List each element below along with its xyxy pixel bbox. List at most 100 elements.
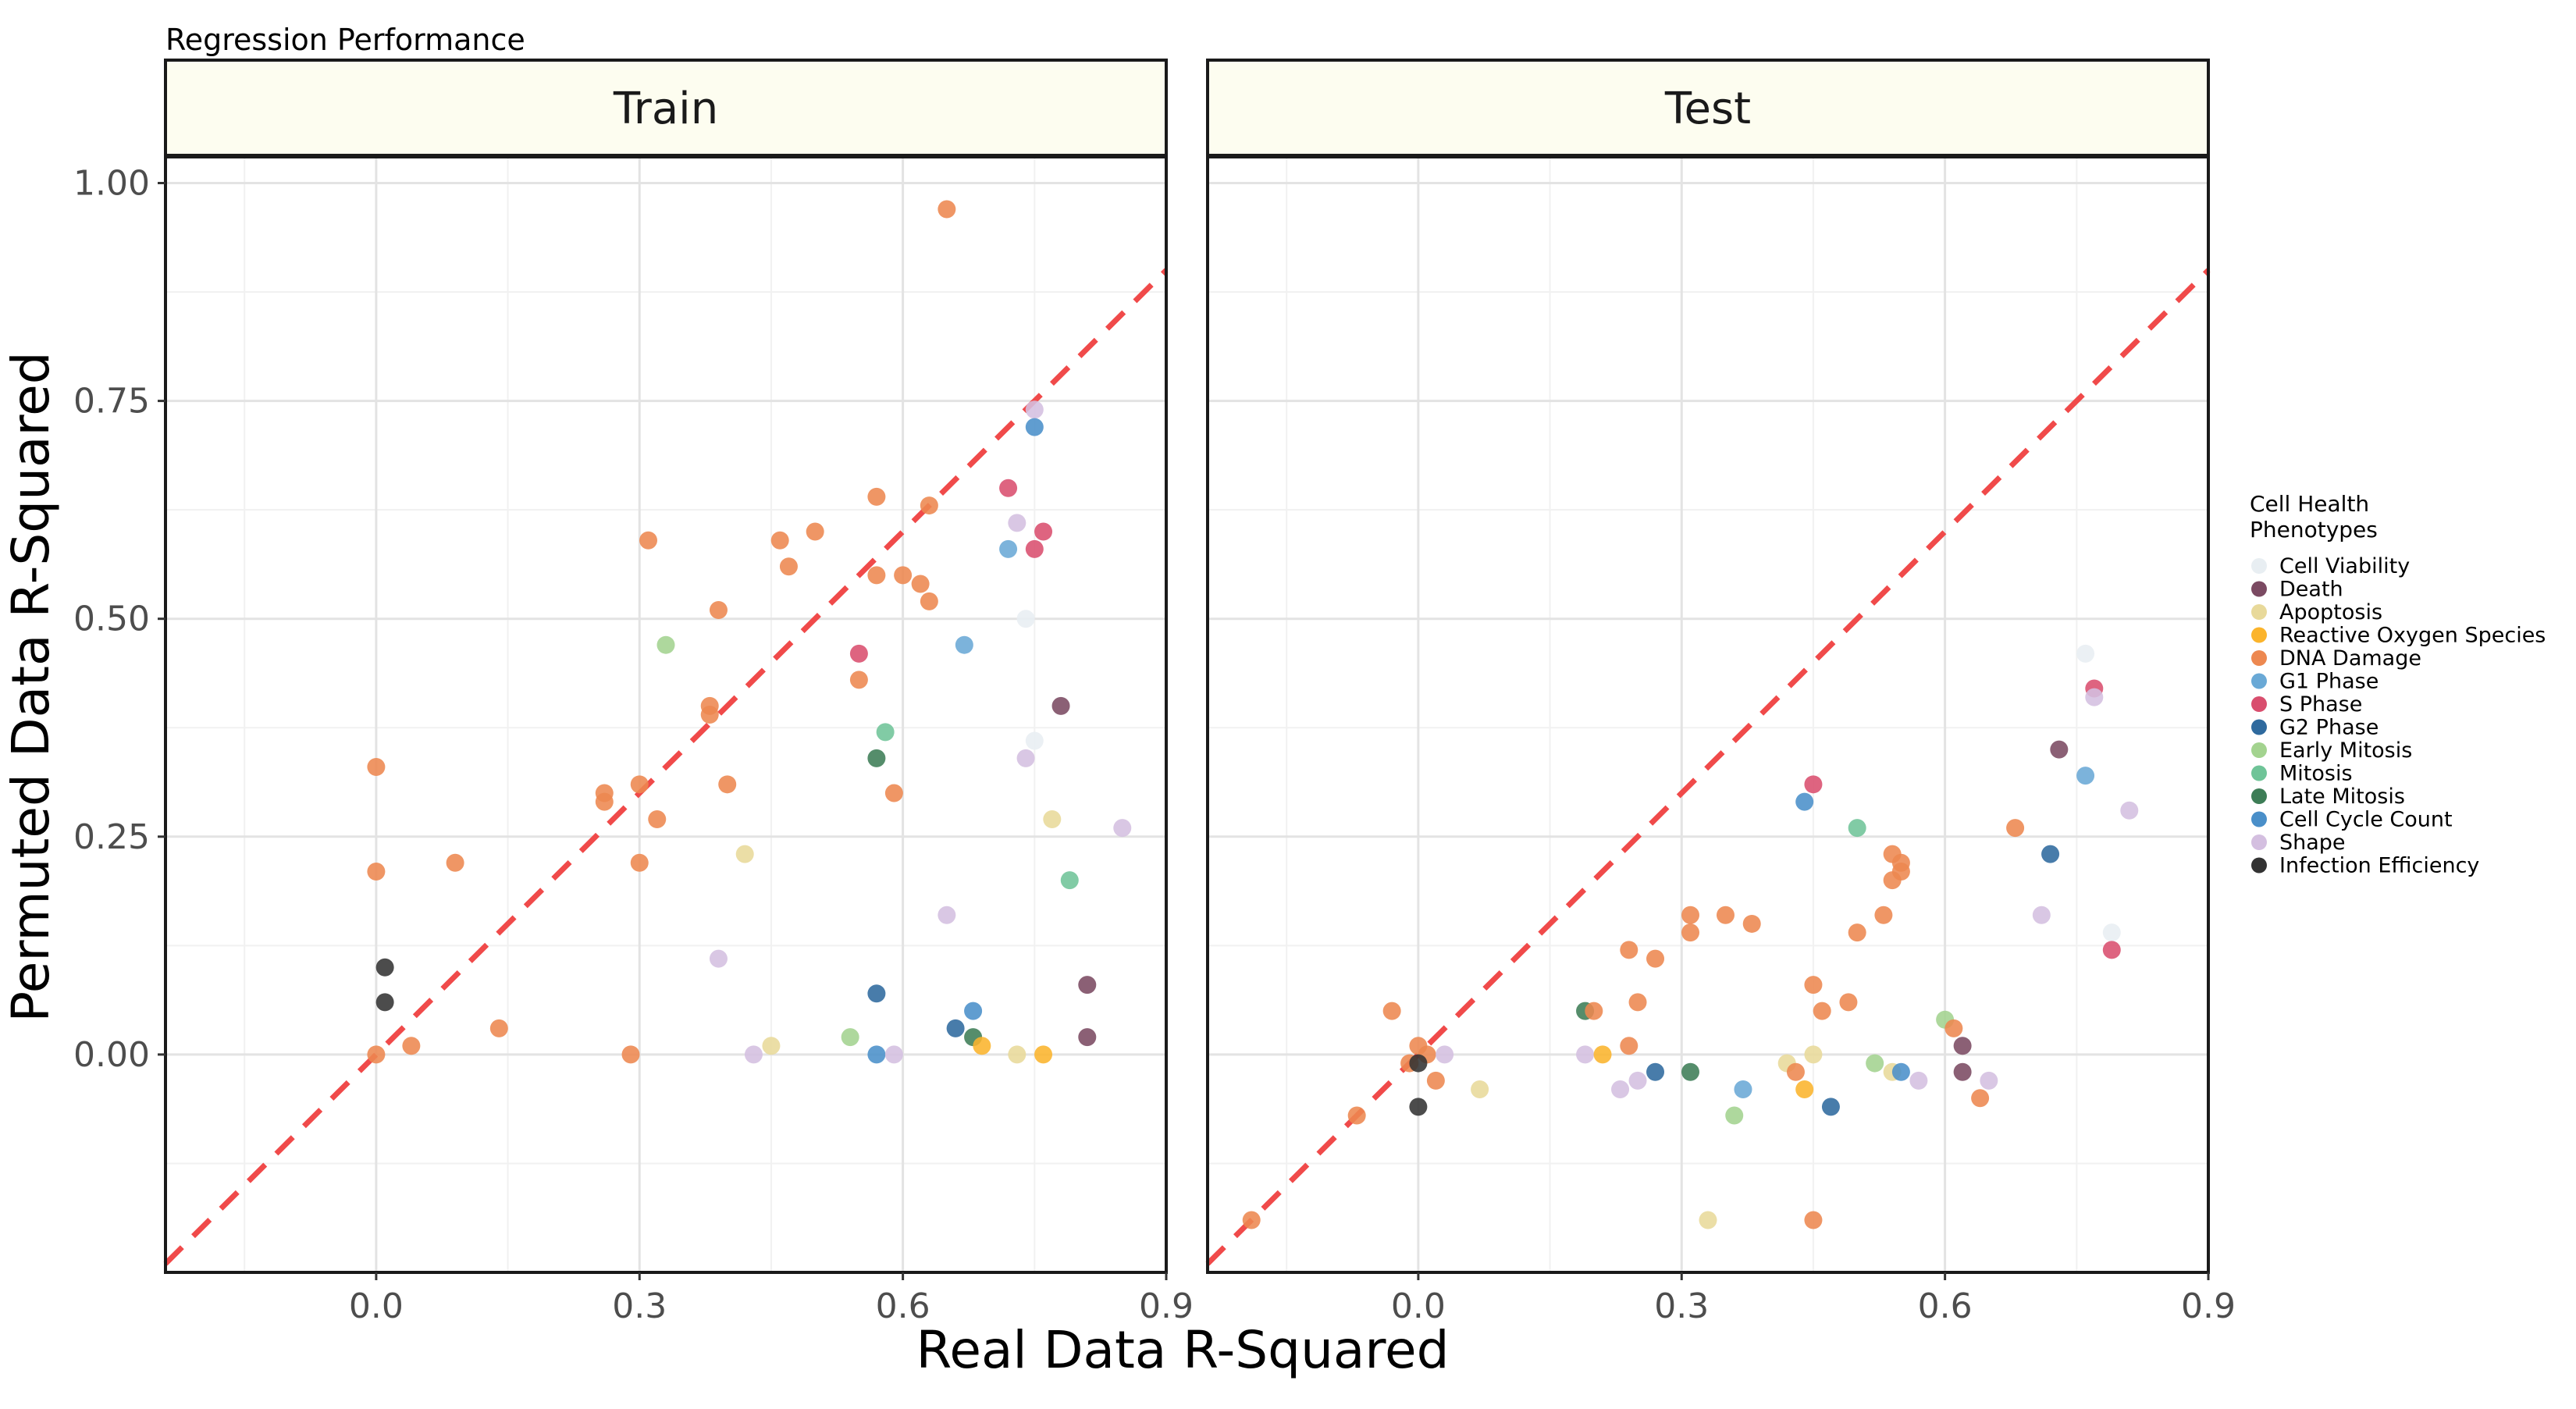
- legend-marker: [2251, 857, 2267, 874]
- point-apoptosis: [1804, 1045, 1823, 1064]
- x-axis-test: 0.0 0.3 0.6 0.9: [1391, 1272, 2236, 1326]
- legend-label: Early Mitosis: [2279, 738, 2412, 763]
- point-early-mitosis: [841, 1028, 859, 1047]
- point-shape: [884, 1045, 903, 1064]
- x-tick-label: 0.9: [2181, 1286, 2236, 1326]
- point-dna-damage: [621, 1045, 640, 1064]
- panel-border-test: [1206, 155, 2210, 1274]
- panel-test: Test 0.0 0.3 0.6 0.9: [1205, 59, 2236, 1326]
- point-g1-phase: [955, 635, 973, 654]
- legend-marker: [2251, 742, 2267, 758]
- point-infection-efficiency: [375, 958, 394, 977]
- legend-item-dna-damage: DNA Damage: [2251, 646, 2421, 671]
- point-dna-damage: [1848, 923, 1866, 942]
- x-tick-label: 0.3: [1654, 1286, 1709, 1326]
- y-axis: 0.00 0.25 0.50 0.75 1.00: [73, 163, 165, 1075]
- point-dna-damage: [402, 1037, 421, 1055]
- legend-label: Death: [2279, 578, 2343, 602]
- point-cell-cycle-count: [1795, 792, 1814, 811]
- plot-area-train: [165, 157, 1166, 1272]
- point-apoptosis: [1008, 1045, 1026, 1064]
- point-reactive-oxygen-species: [1034, 1045, 1053, 1064]
- point-dna-damage: [630, 775, 649, 794]
- point-dna-damage: [367, 757, 386, 776]
- point-dna-damage: [1716, 906, 1735, 924]
- point-dna-damage: [1742, 914, 1761, 933]
- panel-train: Train 0.0 0.3 0.6 0.9 0.00 0.25 0.50 0.75 1.00: [73, 59, 1194, 1326]
- point-apoptosis: [1699, 1211, 1717, 1229]
- point-dna-damage: [1971, 1089, 1990, 1108]
- panel-border-train: [164, 155, 1168, 1274]
- point-s-phase: [1034, 522, 1053, 541]
- point-dna-damage: [718, 775, 737, 794]
- point-g2-phase: [867, 984, 886, 1003]
- point-dna-damage: [1813, 1002, 1831, 1020]
- point-shape: [1909, 1071, 1928, 1090]
- point-g1-phase: [1734, 1080, 1752, 1099]
- legend-marker: [2251, 558, 2267, 574]
- point-dna-damage: [2006, 819, 2025, 838]
- legend-item-s-phase: S Phase: [2251, 692, 2362, 717]
- point-cell-cycle-count: [867, 1045, 886, 1064]
- legend-title: Phenotypes: [2250, 517, 2378, 543]
- y-tick-label: 0.25: [73, 817, 150, 857]
- legend-label: Reactive Oxygen Species: [2279, 624, 2546, 648]
- point-dna-damage: [489, 1019, 508, 1037]
- point-dna-damage: [1620, 941, 1638, 959]
- legend-label: G2 Phase: [2279, 716, 2379, 740]
- point-dna-damage: [709, 601, 728, 620]
- point-dna-damage: [446, 853, 464, 872]
- legend-item-death: Death: [2251, 578, 2343, 602]
- point-dna-damage: [920, 496, 938, 515]
- chart-title: Regression Performance: [165, 23, 525, 57]
- x-axis-label: Real Data R-Squared: [916, 1320, 1449, 1380]
- x-tick-label: 0.3: [612, 1286, 667, 1326]
- reference-line-test: [1205, 268, 2211, 1266]
- point-s-phase: [1804, 775, 1823, 794]
- point-early-mitosis: [1866, 1054, 1884, 1073]
- point-dna-damage: [849, 671, 868, 689]
- point-late-mitosis: [867, 749, 886, 767]
- point-g2-phase: [1821, 1098, 1840, 1116]
- point-shape: [1628, 1071, 1647, 1090]
- y-tick-label: 0.50: [73, 600, 150, 639]
- legend-item-late-mitosis: Late Mitosis: [2251, 785, 2405, 809]
- point-death: [2050, 740, 2069, 759]
- legend-label: DNA Damage: [2279, 646, 2421, 671]
- point-dna-damage: [595, 792, 614, 811]
- legend-label: Mitosis: [2279, 762, 2353, 786]
- legend-item-early-mitosis: Early Mitosis: [2251, 738, 2412, 763]
- legend-label: Infection Efficiency: [2279, 854, 2479, 878]
- legend-item-mitosis: Mitosis: [2251, 762, 2353, 786]
- point-shape: [1025, 400, 1044, 419]
- legend-item-shape: Shape: [2251, 831, 2346, 855]
- legend-item-cell-cycle-count: Cell Cycle Count: [2251, 808, 2453, 832]
- point-apoptosis: [762, 1037, 781, 1055]
- legend-item-apoptosis: Apoptosis: [2251, 600, 2382, 624]
- point-dna-damage: [867, 487, 886, 506]
- legend-label: Cell Viability: [2279, 554, 2410, 578]
- point-dna-damage: [867, 566, 886, 585]
- point-dna-damage: [1804, 976, 1823, 994]
- point-dna-damage: [1585, 1002, 1603, 1020]
- x-tick-label: 0.0: [1391, 1286, 1446, 1326]
- point-cell-cycle-count: [1025, 418, 1044, 436]
- strip-test: [1206, 59, 2210, 157]
- point-infection-efficiency: [375, 993, 394, 1012]
- point-shape: [1980, 1071, 1998, 1090]
- point-shape: [1016, 749, 1035, 767]
- point-s-phase: [999, 479, 1018, 497]
- legend-item-g2-phase: G2 Phase: [2251, 716, 2379, 740]
- point-late-mitosis: [1681, 1062, 1700, 1081]
- point-cell-viability: [2076, 644, 2095, 663]
- point-apoptosis: [1471, 1080, 1489, 1099]
- x-tick-label: 0.6: [1918, 1286, 1973, 1326]
- point-dna-damage: [367, 862, 386, 881]
- point-cell-cycle-count: [964, 1002, 983, 1020]
- point-dna-damage: [1874, 906, 1893, 924]
- point-early-mitosis: [1725, 1106, 1744, 1125]
- point-dna-damage: [1382, 1002, 1401, 1020]
- legend-marker: [2251, 834, 2267, 850]
- point-apoptosis: [735, 845, 754, 863]
